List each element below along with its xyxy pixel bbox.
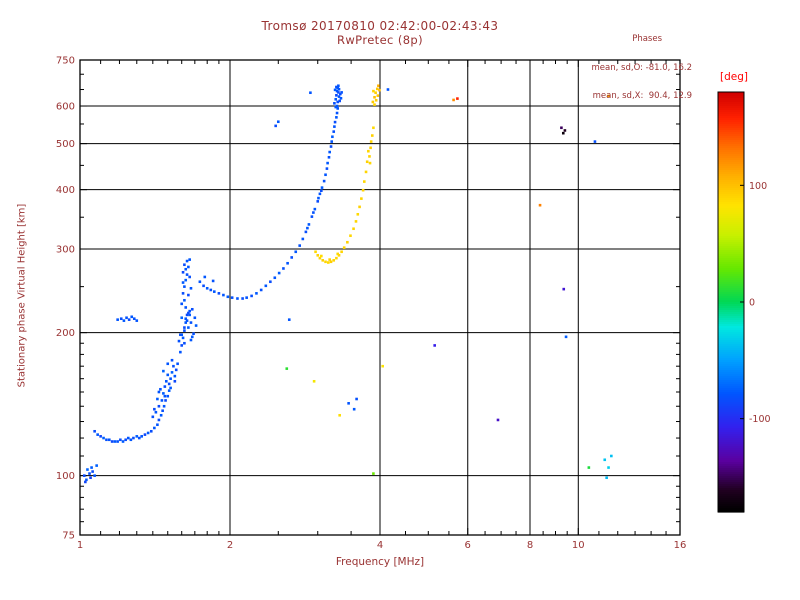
y-axis-label: Stationary phase Virtual Height [km] — [16, 203, 28, 388]
svg-text:100: 100 — [56, 471, 75, 482]
x-axis-label: Frequency [MHz] — [335, 556, 425, 568]
svg-text:2: 2 — [227, 540, 233, 551]
svg-text:0: 0 — [749, 298, 755, 309]
svg-text:10: 10 — [572, 540, 585, 551]
phase-stats-o-line: mean, sd,O: -81.0, 16.2 — [591, 62, 692, 73]
svg-text:500: 500 — [56, 139, 75, 150]
phase-stats-header: Phases — [632, 34, 662, 44]
svg-text:200: 200 — [56, 328, 75, 339]
svg-text:600: 600 — [56, 102, 75, 113]
svg-text:400: 400 — [56, 185, 75, 196]
svg-text:8: 8 — [527, 540, 533, 551]
svg-text:4: 4 — [377, 540, 383, 551]
svg-text:1: 1 — [77, 540, 83, 551]
colorbar-unit-label: [deg] — [720, 71, 748, 83]
chart-subtitle: RwPretec (8p) — [336, 33, 424, 47]
svg-text:-100: -100 — [749, 414, 771, 425]
svg-text:75: 75 — [62, 531, 75, 542]
svg-text:100: 100 — [749, 181, 767, 192]
svg-text:6: 6 — [465, 540, 471, 551]
chart-title: Tromsø 20170810 02:42:00-02:43:43 — [261, 19, 499, 33]
phase-stats-x-line: mean, sd,X: 90.4, 12.9 — [592, 91, 692, 101]
svg-text:300: 300 — [56, 245, 75, 256]
phase-stats: Phases mean, sd,O: -81.0, 16.2 mean, sd,… — [512, 16, 692, 121]
svg-text:16: 16 — [674, 540, 687, 551]
svg-text:750: 750 — [56, 56, 75, 67]
